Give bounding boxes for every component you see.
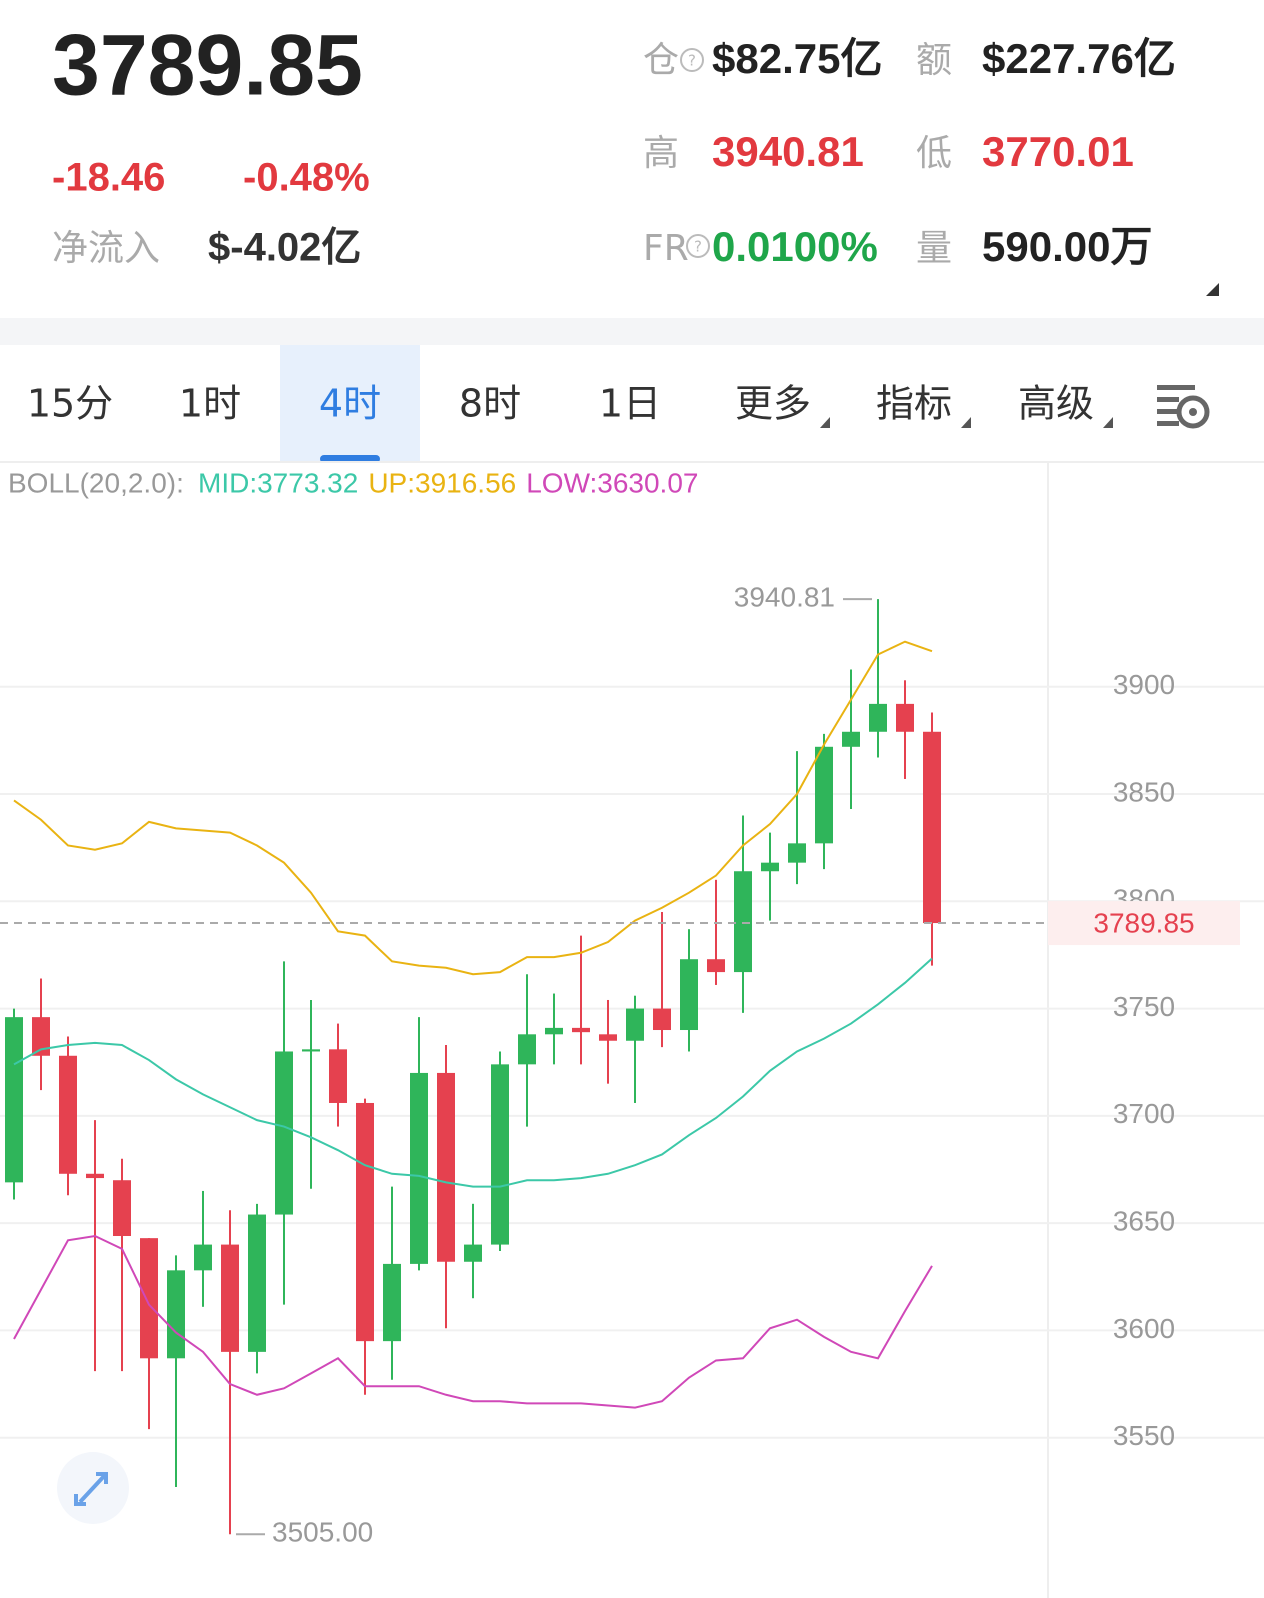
candle-body [410, 1072, 428, 1264]
plot: 355036003650370037503800385039003940.813… [0, 582, 1264, 1548]
max-marker-label: 3940.81 [734, 582, 835, 613]
candle-body [464, 1244, 482, 1262]
stat-value: 590.00万 [982, 223, 1152, 270]
candle-body [896, 703, 914, 732]
y-tick-label: 3750 [1113, 991, 1175, 1022]
boll-line [13, 1234, 933, 1409]
candle-body [248, 1214, 266, 1352]
legend-item: LOW:3630.07 [526, 467, 698, 498]
y-tick-label: 3850 [1113, 776, 1175, 807]
y-tick-label: 3650 [1113, 1206, 1175, 1237]
y-tick-label: 3700 [1113, 1098, 1175, 1129]
stat-label: FR [643, 228, 689, 269]
help-icon[interactable] [686, 234, 710, 258]
stat-value: 0.0100% [712, 223, 878, 270]
tab[interactable]: 15分 [27, 382, 113, 426]
help-icon-mark: ? [688, 52, 696, 70]
legend-item: MID:3773.32 [198, 467, 358, 498]
last-price-box [1048, 901, 1240, 946]
candle-body [383, 1263, 401, 1342]
candle-body [356, 1102, 374, 1342]
candle-body [275, 1051, 293, 1215]
net-inflow-label: 净流入 [52, 228, 160, 269]
candle-body [788, 843, 806, 863]
candle-body [923, 731, 941, 924]
candle-body [707, 959, 725, 973]
candle-body [194, 1244, 212, 1271]
tab-dropdown [961, 417, 971, 428]
separator-band [0, 318, 1264, 345]
candle-body [113, 1180, 131, 1237]
candle-body [302, 1049, 320, 1052]
expand-triangle[interactable] [1206, 283, 1219, 296]
stat-value: $82.75亿 [712, 35, 882, 82]
candle-body [491, 1064, 509, 1245]
tab[interactable]: 更多 [735, 382, 811, 426]
last-price-label: 3789.85 [1093, 907, 1194, 938]
settings-icon[interactable] [1157, 385, 1210, 429]
stat-label: 量 [916, 228, 952, 269]
candle-body [734, 871, 752, 973]
candle-body [518, 1034, 536, 1065]
price: 3789.85 [52, 18, 363, 114]
net-inflow: $-4.02亿 [208, 226, 361, 270]
tab-highlight [280, 345, 420, 462]
stat-label: 额 [916, 40, 952, 81]
stat-label: 高 [643, 133, 679, 174]
candle-body [5, 1017, 23, 1183]
candle-body [815, 746, 833, 844]
tab[interactable]: 4时 [319, 382, 381, 426]
tab[interactable]: 1时 [179, 382, 241, 426]
change-pct: -0.48% [243, 156, 370, 200]
y-tick-label: 3550 [1113, 1420, 1175, 1451]
candle-body [842, 731, 860, 747]
candle-body [653, 1008, 671, 1031]
candle-body [680, 959, 698, 1031]
tabs: 15分 1时 4时 8时 1日 更多 指标 高级 [27, 345, 1113, 463]
tab[interactable]: 高级 [1018, 382, 1094, 426]
stat-value: $227.76亿 [982, 35, 1176, 82]
tab[interactable]: 1日 [599, 382, 661, 426]
tab-dropdown [820, 417, 830, 428]
help-icon[interactable] [680, 48, 704, 72]
candle-body [437, 1072, 455, 1262]
candle-body [545, 1027, 563, 1035]
stat-label: 仓 [643, 40, 679, 81]
change: -18.46 [52, 156, 165, 200]
legend-item: UP:3916.56 [368, 467, 516, 498]
y-tick-label: 3600 [1113, 1313, 1175, 1344]
boll-line [13, 957, 933, 1188]
stat-value: 3770.01 [982, 128, 1134, 175]
boll-line [13, 640, 933, 976]
stat-value: 3940.81 [712, 128, 864, 175]
candle-body [32, 1017, 50, 1056]
legend: MID:3773.32 UP:3916.56 LOW:3630.07 [198, 467, 698, 498]
candle-body [86, 1173, 104, 1179]
candle-body [59, 1055, 77, 1174]
candle-body [869, 703, 887, 732]
candle-body [626, 1008, 644, 1041]
candle-body [572, 1027, 590, 1033]
help-icon-mark: ? [694, 238, 702, 256]
candle-body [329, 1049, 347, 1103]
y-tick-label: 3900 [1113, 669, 1175, 700]
min-marker-label: 3505.00 [272, 1517, 373, 1548]
tab[interactable]: 指标 [876, 382, 952, 426]
candle-body [221, 1244, 239, 1352]
stats: 仓 $82.75亿额 $227.76亿高 3940.81 低 3770.01 FR 0.010… [643, 35, 1176, 270]
candle-body [140, 1238, 158, 1359]
indicator-label: BOLL(20,2.0): [8, 467, 184, 498]
candle-body [599, 1034, 617, 1041]
tab-dropdown [1103, 417, 1113, 428]
zoom-icon [74, 1472, 108, 1506]
candle-body [167, 1270, 185, 1359]
stat-label: 低 [916, 133, 952, 174]
candle-body [761, 862, 779, 872]
tab[interactable]: 8时 [459, 382, 521, 426]
